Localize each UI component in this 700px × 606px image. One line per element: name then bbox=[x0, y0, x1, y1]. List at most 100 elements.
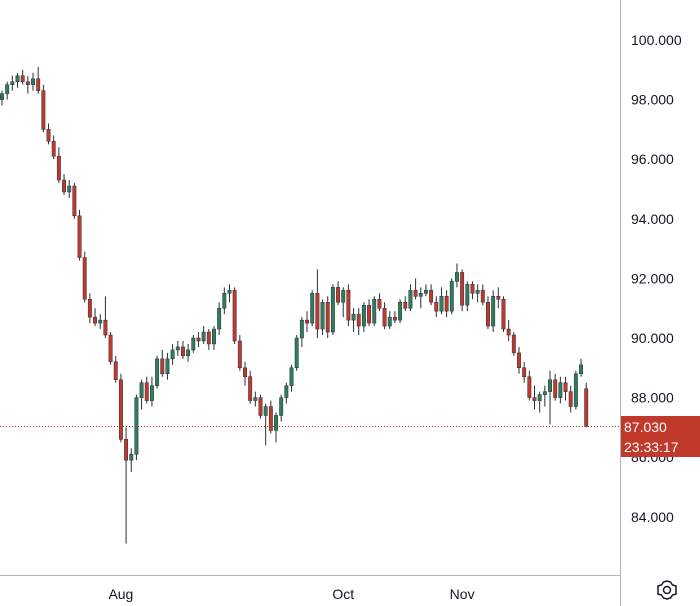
candle-body bbox=[563, 382, 568, 392]
candle bbox=[279, 394, 284, 422]
candle-body bbox=[274, 415, 278, 431]
candle bbox=[56, 147, 61, 184]
candle bbox=[263, 403, 268, 446]
candle bbox=[129, 448, 134, 473]
candle bbox=[258, 394, 263, 419]
candle-body bbox=[289, 367, 294, 386]
candle bbox=[294, 335, 299, 371]
candle bbox=[501, 296, 506, 333]
candle bbox=[470, 281, 475, 300]
candle bbox=[212, 326, 216, 350]
candle bbox=[413, 278, 418, 300]
candle-body bbox=[118, 379, 123, 440]
candle-body bbox=[5, 84, 10, 94]
candle bbox=[361, 302, 366, 333]
candle-body bbox=[532, 397, 537, 401]
candle bbox=[181, 340, 185, 359]
price-axis-labels: 84.00086.00088.00090.00092.00094.00096.0… bbox=[631, 32, 682, 525]
candle bbox=[377, 293, 382, 312]
candle-body bbox=[341, 290, 346, 303]
candle-body bbox=[418, 293, 423, 297]
candle-body bbox=[372, 299, 377, 324]
candle bbox=[480, 284, 485, 306]
candle-body bbox=[196, 337, 201, 342]
candle bbox=[325, 296, 330, 338]
candle-body bbox=[134, 397, 139, 455]
candle-body bbox=[537, 394, 542, 401]
candle bbox=[568, 385, 573, 413]
candle-body bbox=[506, 328, 511, 336]
candle-body bbox=[387, 316, 392, 327]
candle-body bbox=[103, 319, 108, 336]
candle bbox=[542, 385, 547, 407]
candle bbox=[124, 427, 129, 544]
candle bbox=[372, 296, 377, 327]
candle bbox=[206, 329, 211, 350]
candle-body bbox=[108, 334, 113, 363]
candle bbox=[299, 317, 304, 347]
candle-series bbox=[0, 66, 589, 544]
candle bbox=[165, 352, 170, 380]
candle bbox=[455, 263, 459, 288]
candle-body bbox=[346, 290, 351, 321]
candle bbox=[25, 75, 30, 94]
candle bbox=[20, 69, 25, 85]
candle-body bbox=[56, 155, 61, 181]
candle bbox=[139, 379, 144, 410]
candle-body bbox=[51, 141, 56, 157]
candle bbox=[579, 358, 583, 377]
candle bbox=[87, 293, 92, 324]
candle bbox=[274, 412, 278, 443]
candle bbox=[82, 251, 87, 303]
candle bbox=[243, 361, 247, 386]
candle-body bbox=[67, 185, 72, 193]
candle-body bbox=[212, 328, 216, 345]
candle-body bbox=[160, 358, 165, 375]
candle bbox=[268, 400, 273, 434]
candle-body bbox=[222, 293, 227, 309]
candle bbox=[460, 269, 465, 312]
candle bbox=[289, 364, 294, 392]
y-tick-label: 98.000 bbox=[631, 92, 674, 108]
candle-body bbox=[320, 301, 325, 330]
candle bbox=[46, 123, 51, 145]
candle-body bbox=[423, 290, 428, 294]
y-tick-label: 84.000 bbox=[631, 509, 674, 525]
x-tick-label: Oct bbox=[332, 586, 354, 602]
candle bbox=[511, 332, 516, 356]
candle bbox=[517, 346, 521, 374]
candle-body bbox=[351, 313, 356, 321]
candle-body bbox=[413, 290, 418, 297]
candle-body bbox=[46, 129, 51, 142]
candle bbox=[72, 183, 77, 219]
candle bbox=[232, 287, 237, 344]
candle-body bbox=[268, 406, 273, 431]
candle bbox=[93, 308, 98, 327]
candle bbox=[149, 376, 154, 407]
candle-body bbox=[558, 382, 563, 398]
candle bbox=[418, 287, 423, 309]
candle-body bbox=[77, 215, 82, 258]
candle-body bbox=[191, 337, 196, 351]
candle bbox=[5, 81, 10, 100]
candle bbox=[118, 373, 123, 443]
candle-body bbox=[170, 349, 175, 360]
time-axis-labels: Aug Oct Nov bbox=[108, 586, 474, 602]
candle-body bbox=[403, 301, 408, 309]
candle-body bbox=[279, 397, 284, 416]
candle bbox=[10, 75, 15, 91]
candle bbox=[573, 370, 578, 410]
candle-body bbox=[361, 304, 366, 327]
candle-body bbox=[336, 287, 341, 303]
y-tick-label: 88.000 bbox=[631, 390, 674, 406]
candle-body bbox=[460, 272, 465, 306]
candle-body bbox=[294, 337, 299, 369]
y-tick-label: 100.000 bbox=[631, 32, 682, 48]
candle bbox=[248, 370, 253, 404]
candle bbox=[310, 290, 315, 327]
candle bbox=[0, 90, 4, 106]
chart-settings-icon[interactable] bbox=[657, 580, 677, 600]
candle bbox=[341, 287, 346, 318]
candle bbox=[584, 382, 589, 428]
y-tick-label: 90.000 bbox=[631, 330, 674, 346]
